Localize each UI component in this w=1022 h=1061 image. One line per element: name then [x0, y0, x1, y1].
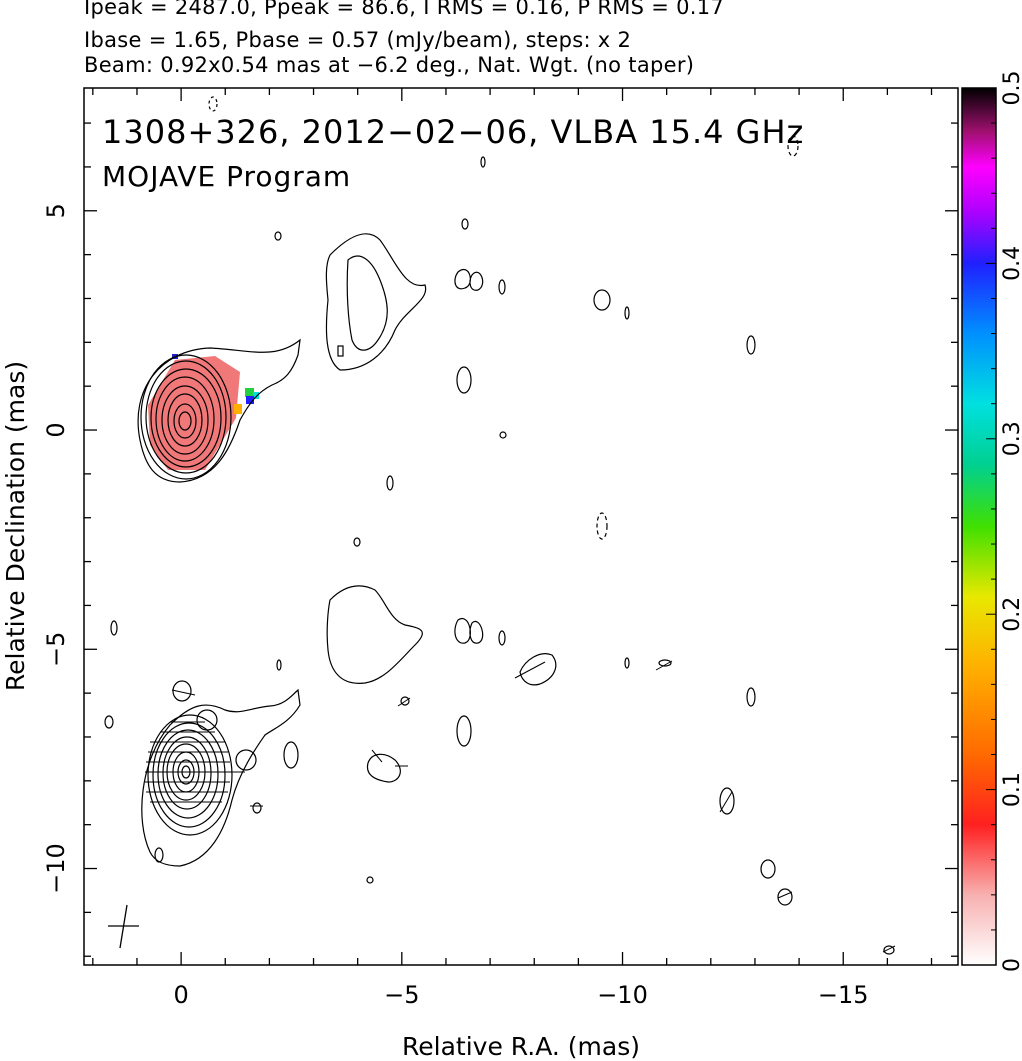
chart-subtitle: MOJAVE Program — [102, 160, 351, 193]
colorbar-tick-label: 0 — [1000, 958, 1022, 972]
header-line-peak: Ipeak = 2487.0, Ppeak = 86.6, I RMS = 0.… — [84, 0, 725, 19]
colorbar — [961, 87, 997, 966]
colorbar-tick-label: 0.2 — [1000, 597, 1022, 632]
y-axis-label: Relative Declination (mas) — [1, 361, 30, 691]
noise-contour — [400, 696, 410, 706]
colorbar-axis: 0 0.1 0.2 0.3 0.4 0.5 — [986, 71, 1022, 972]
core-contour-5-top — [155, 376, 215, 462]
polarization-pixel-blue — [246, 396, 254, 404]
noise-contour — [283, 741, 299, 769]
noise-contour — [461, 218, 469, 230]
noise-contour — [276, 659, 282, 671]
noise-contour — [454, 617, 484, 644]
y-tick-label: 5 — [42, 203, 70, 218]
noise-contour — [154, 847, 164, 863]
plot-frame — [83, 87, 959, 966]
core-contour-7-top — [167, 393, 203, 447]
polarization-pixel-orange — [234, 404, 242, 414]
noise-contour — [777, 888, 793, 906]
x-tick-label: −15 — [818, 981, 869, 1009]
jet-contour-top-inner — [346, 255, 388, 351]
header-line-base: Ibase = 1.65, Pbase = 0.57 (mJy/beam), s… — [84, 28, 632, 52]
y-tick-label: −5 — [42, 632, 70, 667]
noise-contour — [456, 715, 472, 747]
noise-contour — [196, 709, 218, 731]
x-tick-label: −5 — [384, 981, 419, 1009]
noise-contour — [746, 687, 756, 707]
core-contour-9-top — [178, 411, 192, 431]
noise-contour — [454, 269, 484, 291]
emission-features — [104, 96, 896, 955]
noise-contour — [353, 537, 361, 547]
noise-contour — [658, 659, 672, 667]
noise-contour — [110, 620, 118, 636]
noise-contour — [235, 749, 257, 771]
colorbar-tick-label: 0.5 — [1000, 71, 1022, 106]
noise-contour — [480, 156, 486, 168]
noise-contour — [596, 512, 608, 540]
y-tick-label: 0 — [42, 422, 70, 437]
noise-contour — [498, 279, 506, 295]
core-contour-4-top — [150, 368, 222, 468]
y-tick-label: −10 — [42, 843, 70, 894]
noise-contour — [386, 475, 394, 491]
core-contour-4-bottom — [157, 729, 219, 819]
noise-contour — [498, 630, 506, 646]
noise-contour — [760, 859, 776, 879]
noise-contour — [624, 306, 630, 320]
noise-contour — [104, 715, 114, 729]
noise-contour — [499, 431, 507, 439]
x-axis-label: Relative R.A. (mas) — [402, 1032, 640, 1061]
noise-contour — [746, 335, 756, 355]
noise-contour — [252, 802, 262, 814]
x-tick-label: 0 — [173, 981, 188, 1009]
jet-contour-bottom — [326, 585, 423, 684]
noise-contour — [274, 231, 282, 241]
noise-contour — [456, 366, 472, 394]
noise-contour — [519, 653, 557, 686]
axes: 0 −5 −10 −15 5 0 −5 −10 — [42, 88, 958, 1009]
core-contour-6-top — [161, 385, 209, 455]
chart-title: 1308+326, 2012−02−06, VLBA 15.4 GHz — [102, 113, 804, 151]
beam-cross — [108, 904, 139, 949]
core-contour-2-bottom — [147, 714, 233, 836]
colorbar-tick-label: 0.3 — [1000, 421, 1022, 456]
core-outer-contour-bottom — [141, 688, 301, 867]
noise-contour — [719, 787, 735, 815]
noise-contour — [624, 657, 630, 669]
noise-contour — [208, 96, 218, 112]
x-tick-label: −10 — [597, 981, 648, 1009]
polarization-pixel-cyan — [253, 392, 259, 399]
core-contour-5-bottom — [162, 736, 212, 810]
noise-contour — [172, 680, 192, 702]
polarization-pixel-green — [245, 388, 254, 397]
core-contour-3-bottom — [152, 722, 226, 828]
colorbar-tick-label: 0.1 — [1000, 772, 1022, 807]
core-contour-8-top — [173, 403, 197, 439]
jet-contour-top-outer — [325, 233, 427, 371]
header-line-beam: Beam: 0.92x0.54 mas at −6.2 deg., Nat. W… — [84, 53, 695, 77]
jet-contour-top-box — [337, 345, 344, 357]
noise-contour — [366, 753, 401, 783]
core-contour-2-top — [140, 354, 232, 480]
colorbar-tick-label: 0.4 — [1000, 246, 1022, 281]
noise-contour — [787, 135, 799, 157]
core-outer-contour-top — [137, 338, 301, 483]
core-contour-3-top — [145, 360, 227, 474]
noise-contour — [883, 945, 895, 955]
evpa-vectors — [145, 660, 896, 953]
noise-contour — [366, 876, 374, 884]
noise-contour — [593, 289, 611, 311]
